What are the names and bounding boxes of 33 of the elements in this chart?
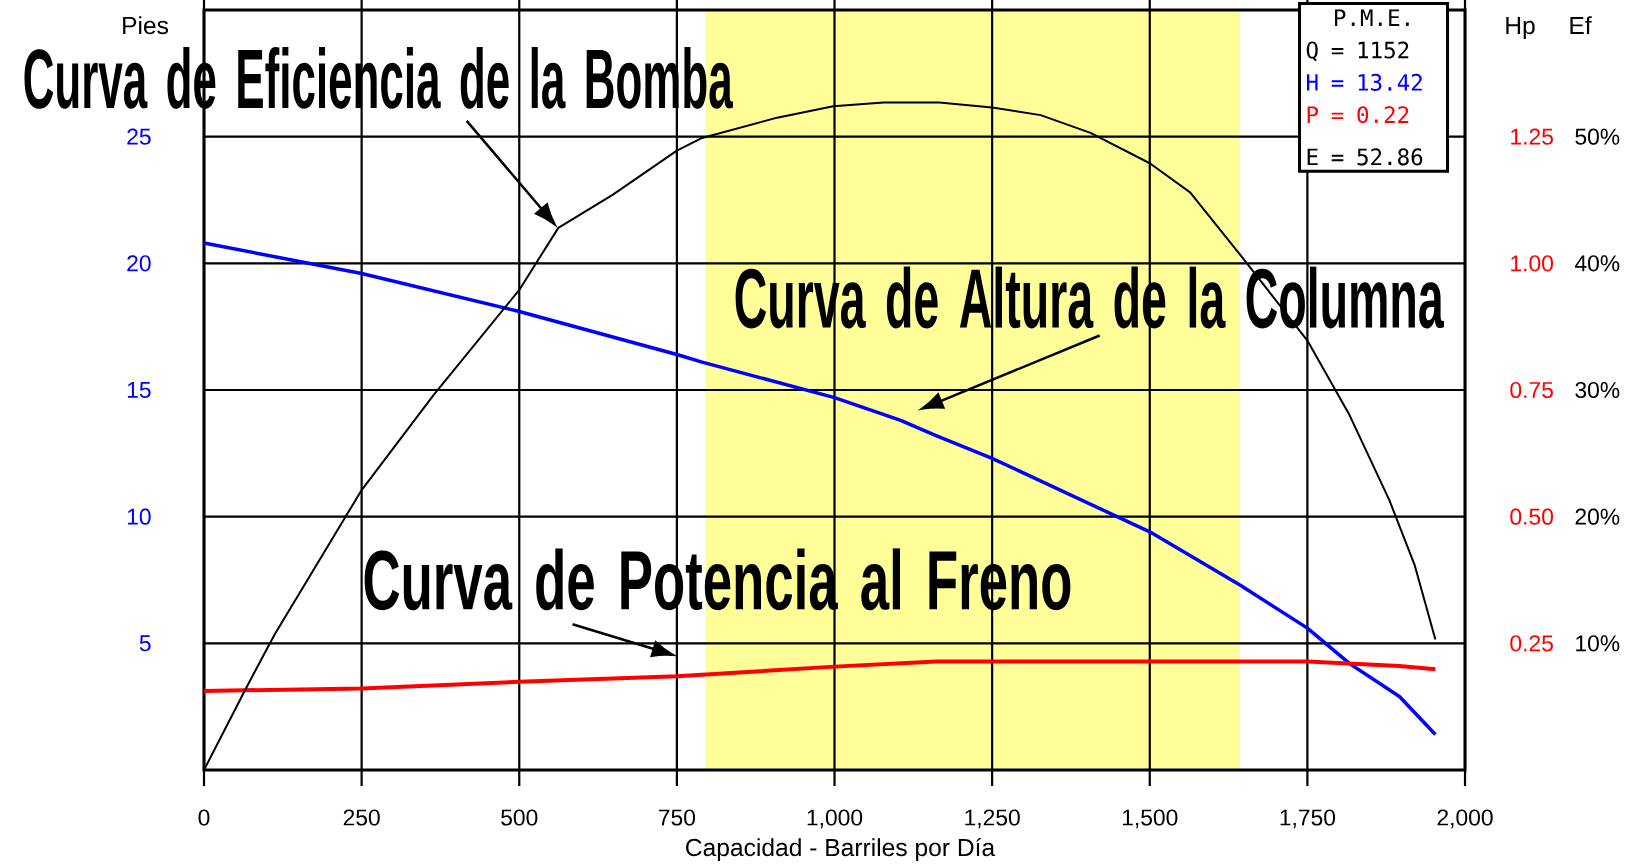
y-tick-label: 25 — [127, 128, 151, 145]
y2-axis-title: Hp — [1506, 17, 1535, 40]
y3-tick-label: 30% — [1575, 381, 1620, 399]
annotation: Q = 1152 — [1306, 41, 1409, 62]
y3-tick-label: 20% — [1575, 508, 1620, 525]
y-tick-label: 15 — [127, 382, 151, 398]
x-tick-label: 1,250 — [965, 809, 1020, 829]
y-tick-label: 10 — [127, 508, 151, 525]
x-tick-label: 500 — [501, 809, 538, 826]
annotation: P = 0.22 — [1307, 106, 1409, 124]
x-tick-label: 0 — [198, 809, 210, 826]
y3-axis-title: Ef — [1570, 16, 1592, 34]
x-tick-label: 1,750 — [1280, 809, 1336, 829]
annotation: P.M.E. — [1335, 9, 1409, 26]
x-tick-label: 1,500 — [1122, 809, 1178, 829]
y2-tick-label: 1.00 — [1511, 255, 1553, 272]
y2-tick-label: 0.25 — [1510, 635, 1553, 652]
x-tick-label: 2,000 — [1437, 809, 1493, 829]
y3-tick-label: 40% — [1574, 255, 1620, 272]
x-tick-label: 750 — [658, 809, 696, 826]
annotation: H = 13.42 — [1307, 73, 1422, 91]
y-tick-label: 5 — [139, 635, 151, 652]
y2-tick-label: 0.50 — [1510, 508, 1553, 525]
y3-tick-label: 10% — [1576, 635, 1620, 652]
y2-tick-label: 1.25 — [1511, 128, 1553, 145]
y-axis-title: Pies — [123, 16, 169, 35]
y3-tick-label: 50% — [1575, 128, 1620, 145]
x-tick-label: 1,000 — [807, 809, 863, 829]
y-tick-label: 20 — [127, 255, 151, 272]
y2-tick-label: 0.75 — [1510, 381, 1553, 399]
annotation: E = 52.86 — [1307, 148, 1423, 166]
x-tick-label: 250 — [343, 809, 380, 826]
x-axis-title: Capacidad - Barriles por Día — [686, 837, 996, 862]
